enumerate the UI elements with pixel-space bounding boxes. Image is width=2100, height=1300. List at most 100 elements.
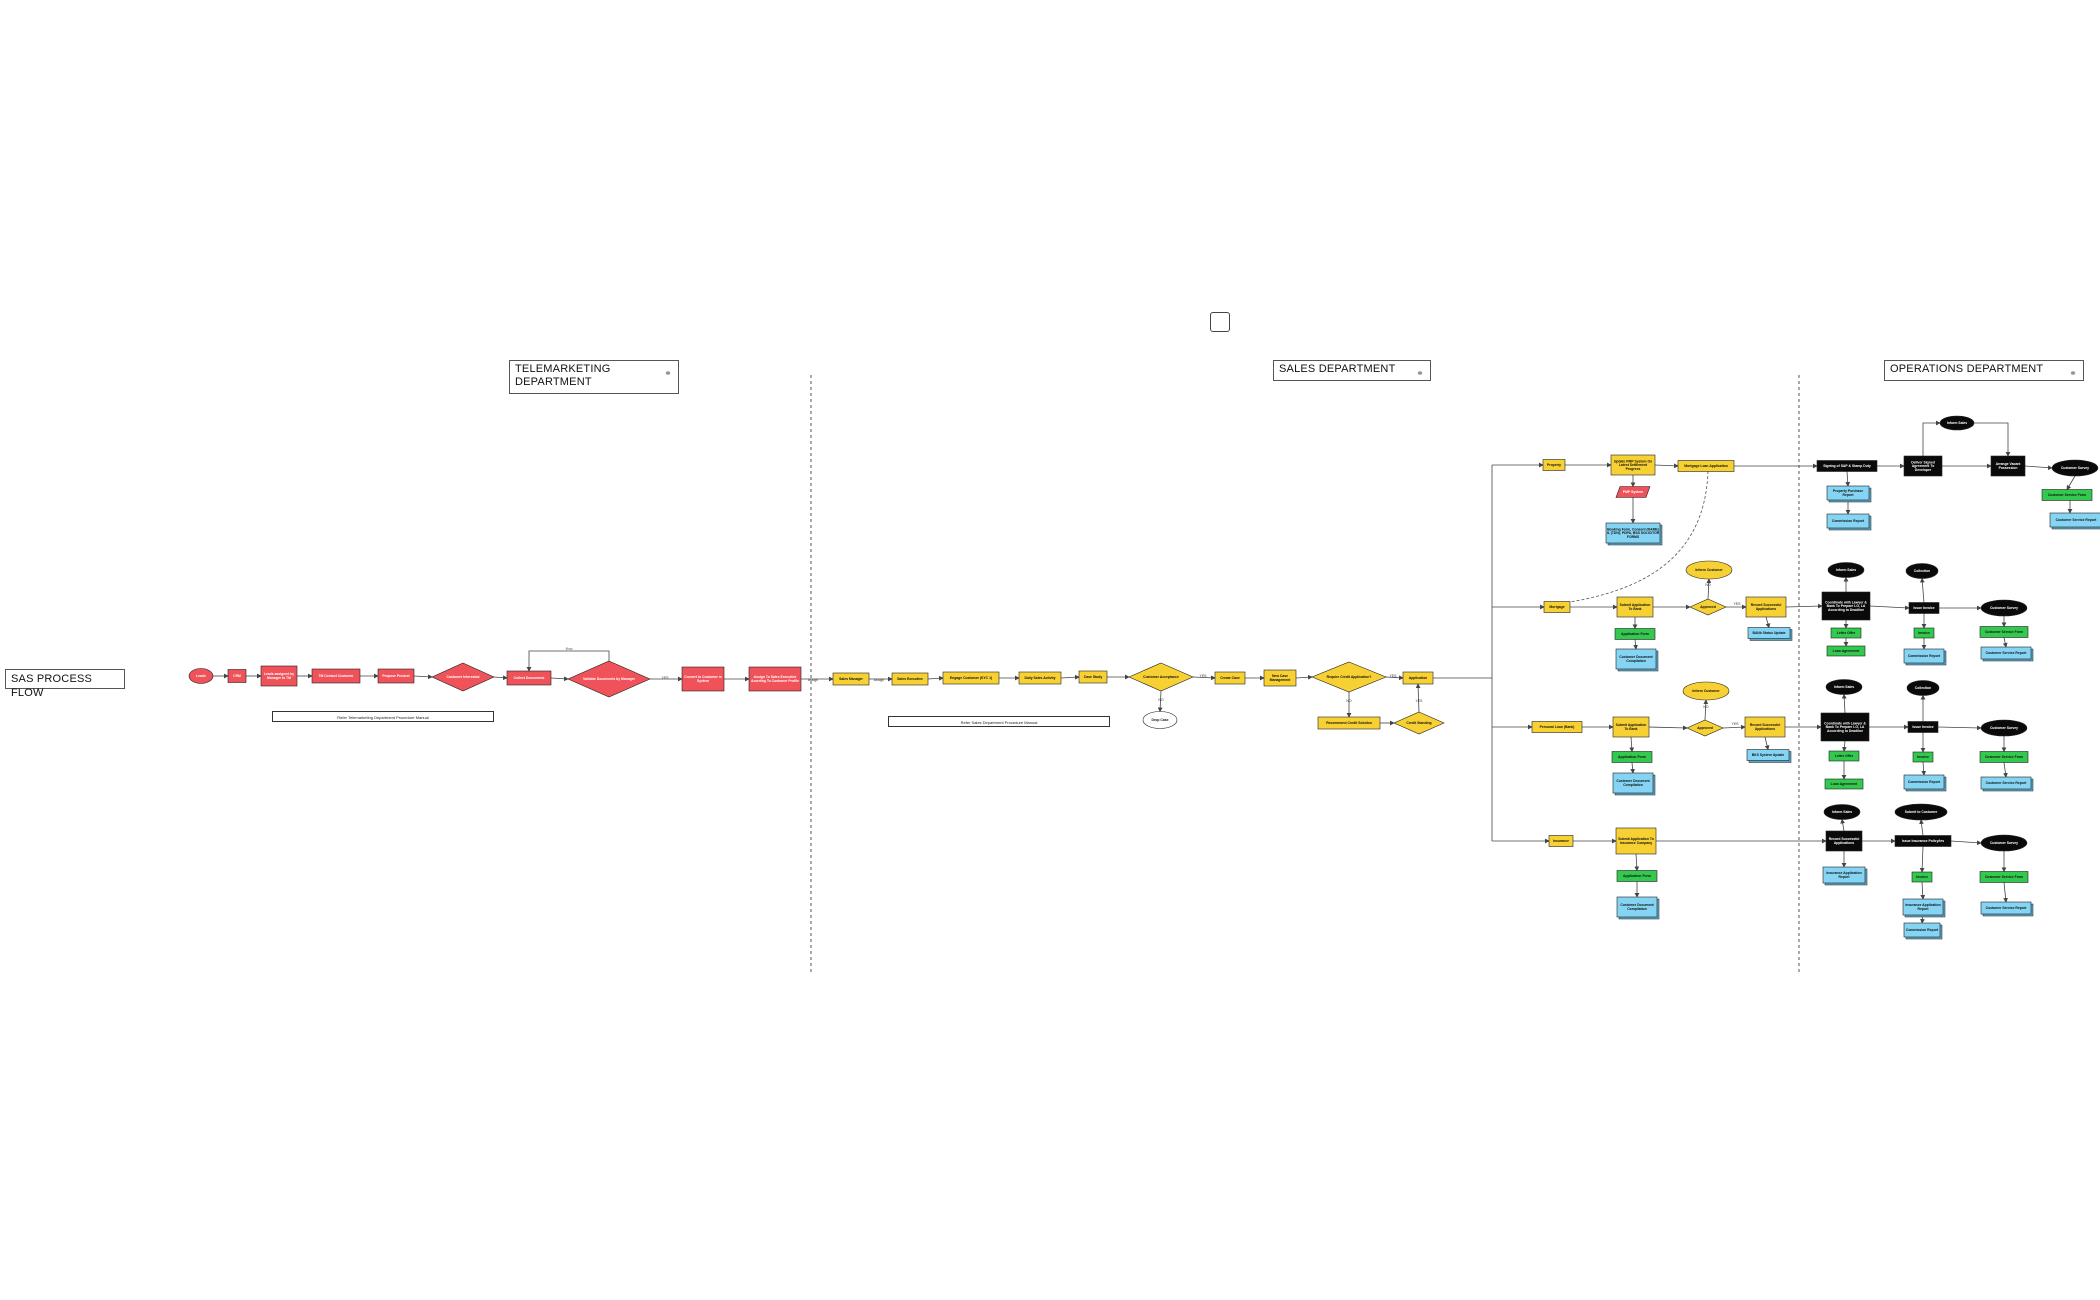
node-record-successful-applications[interactable]: Record Successful Applications bbox=[1825, 830, 1863, 852]
node-commission-report[interactable]: Commission Report bbox=[1826, 513, 1872, 531]
node-propose-product[interactable]: Propose Product bbox=[377, 668, 415, 684]
node-inform-sales[interactable]: Inform Sales bbox=[1939, 415, 1975, 431]
node-application-form[interactable]: Application Form bbox=[1611, 751, 1653, 763]
node-recommend-credit-solution[interactable]: Recommend Credit Solution bbox=[1317, 716, 1381, 730]
dept-title-sales[interactable]: SALES DEPARTMENT ⚭ bbox=[1273, 360, 1431, 381]
node-customer-survey[interactable]: Customer Survey bbox=[1980, 834, 2028, 852]
node-drop-case[interactable]: Drop Case bbox=[1142, 711, 1178, 729]
node-label: Record Successful Applications bbox=[1751, 603, 1782, 611]
node-inform-sales[interactable]: Inform Sales bbox=[1823, 804, 1861, 820]
node-commission-report[interactable]: Commission Report bbox=[1903, 774, 1947, 792]
node-customer-document-compilation[interactable]: Customer Document Compilation bbox=[1616, 896, 1660, 920]
node-new-case-management[interactable]: New Case Management bbox=[1263, 669, 1297, 687]
node-inform-sales[interactable]: Inform Sales bbox=[1827, 562, 1865, 578]
node-issue-invoice[interactable]: Issue Invoice bbox=[1908, 602, 1940, 614]
link-icon[interactable]: ⚭ bbox=[2069, 368, 2077, 378]
node-deliver-signed-agreement-to-developer[interactable]: Deliver Signed Agreement To Developer bbox=[1903, 455, 1943, 477]
node-letter-offer[interactable]: Letter Offer bbox=[1828, 750, 1860, 762]
node-customer-survey[interactable]: Customer Survey bbox=[1980, 719, 2028, 737]
node-sales-executive[interactable]: Sales Executive bbox=[891, 672, 929, 686]
node-bank-status-update[interactable]: BANk Status Update bbox=[1747, 627, 1793, 641]
node-validate-documents-by-manager[interactable]: Validate Documents by Manager bbox=[567, 660, 651, 698]
node-customer-service-report[interactable]: Customer Service Report bbox=[2049, 512, 2100, 530]
node-customer-service-form[interactable]: Customer Service Form bbox=[2041, 489, 2093, 501]
node-submit-application-to-bank[interactable]: Submit Application To Bank bbox=[1612, 716, 1650, 738]
node-customer-document-compilation[interactable]: Customer Document Compilation bbox=[1615, 648, 1659, 672]
node-commission-report[interactable]: Commission Report bbox=[1903, 648, 1947, 666]
node-customer-service-form[interactable]: Customer Service Form bbox=[1979, 751, 2029, 763]
manual-sales[interactable]: Refer Sales Department Procedure Manual bbox=[888, 716, 1110, 727]
node-loan-agreement[interactable]: Loan Agreement bbox=[1824, 778, 1864, 790]
node-insurance-application-report[interactable]: Insurance Application Report bbox=[1902, 898, 1946, 918]
node-crm[interactable]: CRM bbox=[227, 669, 247, 683]
node-mortgage[interactable]: Mortgage bbox=[1543, 601, 1571, 613]
node-bks-system-update[interactable]: BKS System Update bbox=[1746, 749, 1792, 763]
node-property-purchase-report[interactable]: Property Purchase Report bbox=[1826, 485, 1872, 503]
node-booking-form-consent-name-il-tdn-pdpa-bss-solicitor-forms[interactable]: Booking Form, Consent (NAME) IL (TDN), PD… bbox=[1605, 522, 1663, 546]
dept-title-operations[interactable]: OPERATIONS DEPARTMENT ⚭ bbox=[1884, 360, 2084, 381]
node-personal-loan-bank[interactable]: Personal Loan (Bank) bbox=[1531, 721, 1583, 733]
node-inform-customer[interactable]: Inform Customer bbox=[1685, 560, 1733, 580]
node-collection[interactable]: Collection bbox=[1905, 563, 1939, 579]
node-inform-customer[interactable]: Inform Customer bbox=[1682, 681, 1730, 701]
node-issue-invoice[interactable]: Issue Invoice bbox=[1907, 721, 1939, 733]
node-daily-sales-activity[interactable]: Daily Sales Activity bbox=[1018, 671, 1062, 685]
node-customer-acceptance[interactable]: Customer Acceptance bbox=[1128, 662, 1194, 692]
node-customer-interested[interactable]: Customer Interested bbox=[431, 662, 495, 692]
node-application-form[interactable]: Application Form bbox=[1616, 870, 1658, 882]
node-property[interactable]: Property bbox=[1542, 459, 1566, 471]
node-coordinate-with-lawyer-bank-to-prepare-lo-la-according-to-deadline[interactable]: Coordinate with Lawyer & Bank To Prepare … bbox=[1821, 591, 1871, 621]
node-invoice[interactable]: Invoice bbox=[1913, 627, 1935, 639]
node-collection[interactable]: Collection bbox=[1906, 680, 1940, 696]
node-require-credit-application[interactable]: Require Credit Application? bbox=[1311, 661, 1387, 693]
node-signing-of-s-p-stamp-duty[interactable]: Signing of S&P & Stamp Duty bbox=[1816, 460, 1878, 472]
link-icon[interactable]: ⚭ bbox=[1416, 368, 1424, 378]
link-icon[interactable]: ⚭ bbox=[664, 368, 672, 378]
node-assign-to-sales-executive-acording-to-customer-profile[interactable]: Assign To Sales Executive Acording To Cus… bbox=[748, 666, 802, 692]
node-letter-offer[interactable]: Letter Offer bbox=[1830, 627, 1862, 639]
node-tm-contact-customer[interactable]: TM Contact Customer bbox=[311, 668, 361, 684]
node-customer-service-report[interactable]: Customer Service Report bbox=[1980, 776, 2034, 792]
selection-square[interactable] bbox=[1210, 312, 1230, 332]
node-engage-customer-kyc-1[interactable]: Engage Customer (KYC 1) bbox=[942, 671, 1000, 685]
node-invoice[interactable]: Invoice bbox=[1912, 751, 1934, 763]
node-mortgage-loan-application[interactable]: Mortgage Loan Application bbox=[1677, 460, 1735, 472]
node-customer-service-report[interactable]: Customer Service Report bbox=[1980, 646, 2034, 662]
node-customer-survey[interactable]: Customer Survey bbox=[2051, 459, 2099, 477]
node-customer-service-form[interactable]: Customer Service Form bbox=[1979, 871, 2029, 883]
node-submit-application-to-insurance-company[interactable]: Submit Application To Insurance Company bbox=[1615, 827, 1657, 855]
node-insurance[interactable]: Insurance bbox=[1548, 835, 1574, 847]
node-submit-application-to-bank[interactable]: Submit Application To Bank bbox=[1616, 596, 1654, 618]
node-update-pmp-system-on-latest-settlement-progress[interactable]: Update PMP System On Latest Settlement Pro… bbox=[1610, 454, 1656, 476]
node-credit-standing[interactable]: Credit Standing bbox=[1393, 711, 1445, 735]
node-invoice[interactable]: Invoice bbox=[1911, 871, 1933, 883]
node-approved[interactable]: Approved bbox=[1686, 719, 1724, 737]
node-commission-report[interactable]: Commission Report bbox=[1903, 922, 1943, 940]
node-create-case[interactable]: Create Case bbox=[1214, 671, 1246, 685]
node-coordinate-with-lawyer-bank-to-prepare-lo-la-according-to-deadline[interactable]: Coordinate with Lawyer & Bank To Prepare … bbox=[1820, 712, 1870, 742]
node-customer-service-report[interactable]: Customer Service Report bbox=[1980, 901, 2034, 917]
node-customer-survey[interactable]: Customer Survey bbox=[1980, 599, 2028, 617]
node-pmp-system[interactable]: PMP System bbox=[1615, 486, 1651, 498]
node-leads[interactable]: Leads bbox=[188, 668, 214, 684]
node-insurance-application-report[interactable]: Insurance Application Report bbox=[1822, 866, 1868, 886]
node-customer-document-compilation[interactable]: Customer Document Compilation bbox=[1612, 772, 1656, 796]
node-arrange-vacant-possession[interactable]: Arrange Vacant Possession bbox=[1990, 455, 2026, 477]
node-approved[interactable]: Approved bbox=[1689, 598, 1727, 616]
node-customer-service-form[interactable]: Customer Service Form bbox=[1979, 626, 2029, 638]
node-application-form[interactable]: Application Form bbox=[1614, 628, 1656, 640]
node-issue-insurance-policy-ies[interactable]: Issue Insurance Policy/ies bbox=[1894, 835, 1952, 847]
node-case-study[interactable]: Case Study bbox=[1078, 670, 1108, 684]
node-convert-to-customer-in-system[interactable]: Convert to Customer in System bbox=[681, 666, 725, 692]
node-record-successful-applications[interactable]: Record Successful Applications bbox=[1744, 716, 1786, 738]
node-collect-documents[interactable]: Collect Documents bbox=[506, 670, 552, 686]
node-record-successful-applications[interactable]: Record Successful Applications bbox=[1745, 596, 1787, 618]
manual-telemarketing[interactable]: Refer Telemarketing Department Procedure… bbox=[272, 711, 494, 722]
node-leads-assigned-by-manager-to-tm[interactable]: Leads assigned by Manager to TM bbox=[260, 665, 298, 687]
node-inform-sales[interactable]: Inform Sales bbox=[1825, 679, 1863, 695]
node-sales-manager[interactable]: Sales Manager bbox=[832, 672, 870, 686]
node-submit-to-customer[interactable]: Submit to Customer bbox=[1894, 803, 1948, 821]
node-loan-agreement[interactable]: Loan Agreement bbox=[1826, 645, 1866, 657]
node-application[interactable]: Application bbox=[1402, 671, 1434, 685]
dept-title-telemarketing[interactable]: TELEMARKETING DEPARTMENT ⚭ bbox=[509, 360, 679, 394]
